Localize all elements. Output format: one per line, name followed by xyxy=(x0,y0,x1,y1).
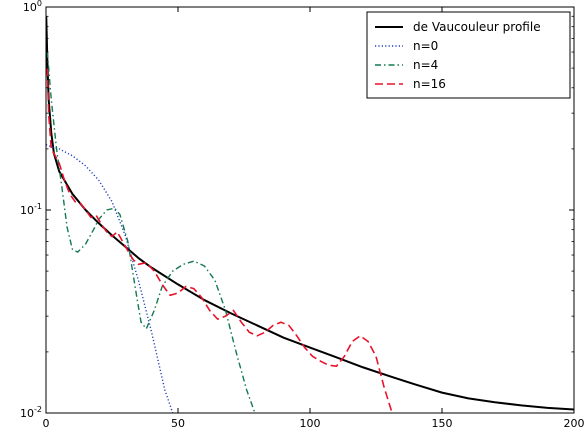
legend-label-2: n=4 xyxy=(413,58,438,72)
series-line-0 xyxy=(46,16,574,411)
x-tick-label: 100 xyxy=(300,417,321,430)
legend-label-1: n=0 xyxy=(413,39,438,53)
legend: de Vaucouleur profile n=0 n=4 n=16 xyxy=(366,11,571,99)
x-tick-label: 0 xyxy=(43,417,50,430)
x-tick-label: 50 xyxy=(171,417,185,430)
legend-label-0: de Vaucouleur profile xyxy=(413,20,541,34)
y-tick-label: 10-2 xyxy=(20,405,42,420)
series-line-1 xyxy=(46,143,174,413)
y-tick-label: 10-1 xyxy=(20,202,42,217)
x-tick-label: 200 xyxy=(564,417,584,430)
series-layer xyxy=(46,16,574,413)
series-line-2 xyxy=(46,51,256,413)
y-tick-label: 100 xyxy=(23,0,42,14)
x-tick-label: 150 xyxy=(432,417,453,430)
series-line-3 xyxy=(46,68,393,413)
legend-label-3: n=16 xyxy=(413,77,446,91)
ticks-layer: 0 50 100 150 200 100 10-1 10-2 xyxy=(20,0,584,430)
